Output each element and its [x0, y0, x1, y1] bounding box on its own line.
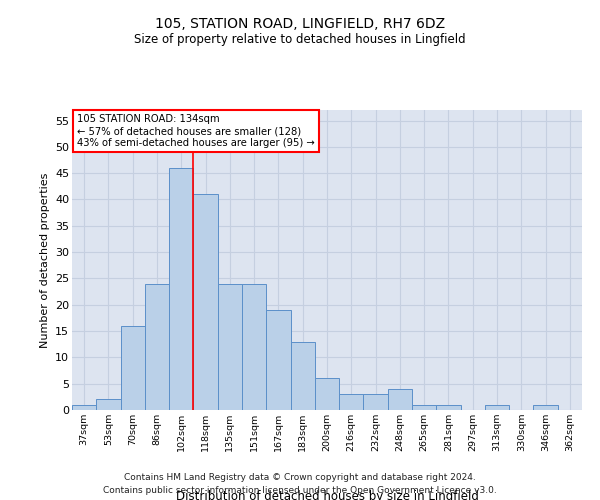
- Bar: [388, 389, 412, 410]
- Y-axis label: Number of detached properties: Number of detached properties: [40, 172, 50, 348]
- Bar: [485, 404, 509, 410]
- Bar: [218, 284, 242, 410]
- Bar: [339, 394, 364, 410]
- Text: 105, STATION ROAD, LINGFIELD, RH7 6DZ: 105, STATION ROAD, LINGFIELD, RH7 6DZ: [155, 18, 445, 32]
- Bar: [533, 404, 558, 410]
- Text: Size of property relative to detached houses in Lingfield: Size of property relative to detached ho…: [134, 32, 466, 46]
- Bar: [412, 404, 436, 410]
- Bar: [72, 404, 96, 410]
- Text: 105 STATION ROAD: 134sqm
← 57% of detached houses are smaller (128)
43% of semi-: 105 STATION ROAD: 134sqm ← 57% of detach…: [77, 114, 315, 148]
- Bar: [145, 284, 169, 410]
- X-axis label: Distribution of detached houses by size in Lingfield: Distribution of detached houses by size …: [176, 490, 478, 500]
- Text: Contains HM Land Registry data © Crown copyright and database right 2024.: Contains HM Land Registry data © Crown c…: [124, 474, 476, 482]
- Bar: [96, 400, 121, 410]
- Bar: [121, 326, 145, 410]
- Bar: [193, 194, 218, 410]
- Bar: [266, 310, 290, 410]
- Text: Contains public sector information licensed under the Open Government Licence v3: Contains public sector information licen…: [103, 486, 497, 495]
- Bar: [169, 168, 193, 410]
- Bar: [364, 394, 388, 410]
- Bar: [436, 404, 461, 410]
- Bar: [242, 284, 266, 410]
- Bar: [315, 378, 339, 410]
- Bar: [290, 342, 315, 410]
